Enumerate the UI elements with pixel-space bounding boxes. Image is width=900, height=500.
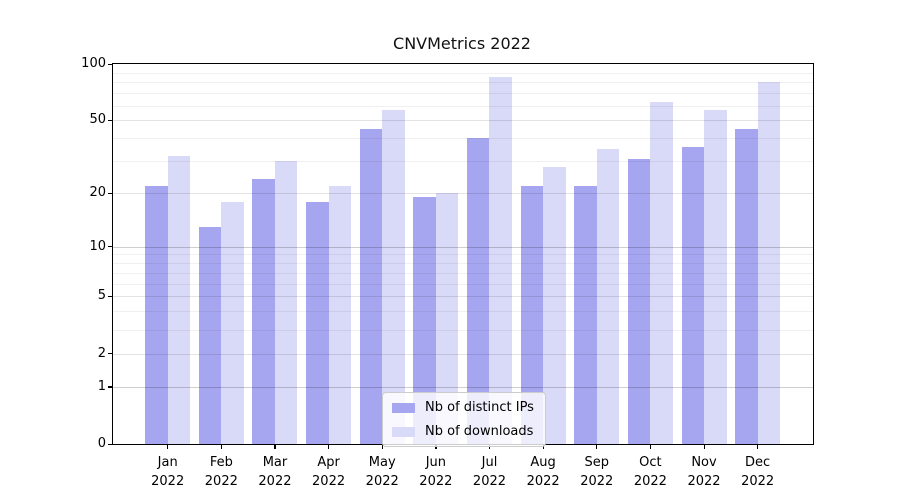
x-tick-label: Jan 2022 — [151, 455, 185, 489]
grid-line — [113, 246, 813, 248]
bar-downloads — [382, 109, 405, 444]
bar-downloads — [757, 82, 781, 444]
legend-label-downloads: Nb of downloads — [425, 424, 534, 439]
bar-downloads — [274, 161, 298, 444]
x-tick-label: Aug 2022 — [526, 455, 560, 489]
bar-distinct-ips — [145, 185, 168, 444]
grid-line — [113, 283, 813, 285]
grid-line — [113, 272, 813, 274]
legend-label-distinct-ips: Nb of distinct IPs — [425, 400, 534, 415]
y-tick-mark — [108, 295, 113, 298]
bar-distinct-ips — [198, 226, 222, 444]
x-tick-label: Feb 2022 — [204, 455, 238, 489]
grid-line — [113, 263, 813, 265]
x-tick-mark — [757, 445, 759, 449]
grid-line — [113, 120, 813, 122]
bar-downloads — [435, 193, 459, 444]
y-tick-label: 50 — [89, 112, 106, 128]
y-tick-label: 1 — [97, 378, 106, 394]
grid-line — [113, 329, 813, 331]
x-tick-mark — [542, 445, 544, 449]
x-tick-label: Dec 2022 — [741, 455, 775, 489]
chart-title: CNVMetrics 2022 — [393, 34, 531, 53]
grid-line — [113, 353, 813, 355]
legend-item-downloads: Nb of downloads — [392, 424, 534, 439]
x-tick-label: Oct 2022 — [633, 455, 667, 489]
x-tick-label: Mar 2022 — [258, 455, 292, 489]
x-tick-mark — [381, 445, 383, 449]
bar-distinct-ips — [735, 128, 758, 444]
y-tick-mark — [108, 119, 113, 121]
bar-distinct-ips — [306, 201, 329, 444]
bar-distinct-ips — [681, 146, 704, 444]
bar-downloads — [328, 185, 352, 444]
bar-distinct-ips — [359, 128, 383, 444]
grid-line — [113, 93, 813, 95]
bar-distinct-ips — [574, 185, 597, 444]
x-tick-label: Apr 2022 — [312, 455, 346, 489]
x-tick-mark — [649, 445, 652, 449]
bar-downloads — [543, 166, 566, 444]
x-tick-label: Jun 2022 — [419, 455, 453, 489]
grid-line — [113, 138, 813, 140]
x-tick-mark — [703, 445, 705, 449]
y-tick-mark — [108, 246, 113, 248]
bar-distinct-ips — [252, 178, 275, 444]
bar-distinct-ips — [413, 197, 436, 444]
bar-downloads — [704, 109, 727, 444]
grid-line — [113, 82, 813, 84]
x-tick-mark — [220, 445, 223, 449]
legend-swatch-downloads — [392, 426, 415, 437]
y-tick-label: 20 — [89, 185, 106, 201]
x-tick-label: Jul 2022 — [472, 455, 507, 489]
plot-area: 0 1 2 5 10 20 50 100 Jan 2022 Feb 2022 Mar 2022 Apr 202… — [81, 56, 814, 489]
grid-line — [113, 254, 813, 256]
grid-line — [113, 311, 813, 313]
bar-downloads — [650, 101, 673, 444]
legend-item-distinct-ips: Nb of distinct IPs — [392, 400, 534, 415]
legend-swatch-distinct-ips — [392, 402, 415, 413]
y-tick-label: 5 — [97, 288, 106, 304]
grid-line — [113, 386, 813, 388]
grid-line — [113, 193, 813, 195]
x-tick-mark — [596, 445, 598, 449]
grid-line — [113, 105, 813, 107]
x-tick-label: Nov 2022 — [687, 455, 721, 489]
bar-downloads — [596, 148, 620, 444]
legend: Nb of distinct IPs Nb of downloads — [382, 392, 546, 447]
grid-line — [113, 72, 813, 74]
y-tick-mark — [108, 386, 113, 388]
y-tick-label: 2 — [97, 345, 106, 361]
x-tick-mark — [274, 445, 276, 449]
x-tick-mark — [167, 445, 169, 449]
y-tick-label: 10 — [89, 238, 106, 254]
y-tick-mark — [108, 192, 113, 194]
bar-downloads — [489, 77, 512, 444]
y-tick-label: 100 — [81, 56, 106, 71]
bar-distinct-ips — [627, 158, 651, 444]
grid-line — [113, 296, 813, 298]
bar-distinct-ips — [520, 185, 544, 444]
x-tick-mark — [435, 445, 437, 449]
y-tick-label: 0 — [97, 436, 106, 451]
y-tick-mark — [108, 443, 113, 445]
grid-layer — [113, 64, 813, 444]
x-tick-label: May 2022 — [365, 455, 399, 489]
x-tick-mark — [328, 445, 330, 449]
grid-line — [113, 161, 813, 163]
axis-layer: 0 1 2 5 10 20 50 100 Jan 2022 Feb 2022 Mar 2022 Apr 202… — [81, 56, 813, 489]
bar-distinct-ips — [466, 138, 490, 444]
bar-downloads — [167, 156, 191, 444]
bar-layer — [113, 64, 813, 444]
bar-downloads — [221, 201, 244, 444]
y-tick-mark — [108, 353, 113, 355]
x-tick-mark — [488, 445, 491, 449]
y-tick-mark — [108, 63, 113, 65]
x-tick-label: Sep 2022 — [580, 455, 614, 489]
